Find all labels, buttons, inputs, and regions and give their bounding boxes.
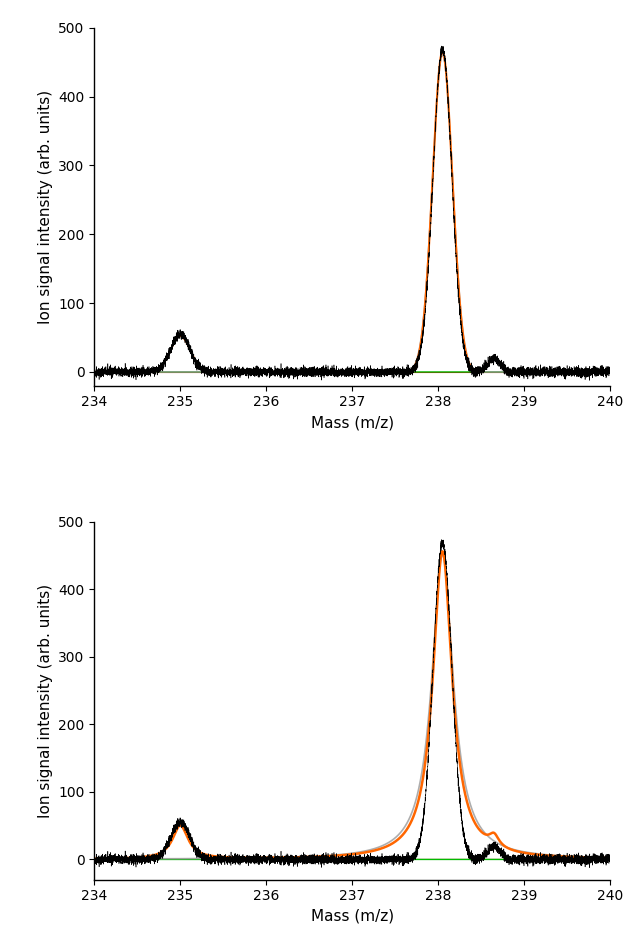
X-axis label: Mass (m/z): Mass (m/z) [311,415,394,430]
X-axis label: Mass (m/z): Mass (m/z) [311,909,394,924]
Y-axis label: Ion signal intensity (arb. units): Ion signal intensity (arb. units) [38,90,53,324]
Y-axis label: Ion signal intensity (arb. units): Ion signal intensity (arb. units) [38,583,53,818]
